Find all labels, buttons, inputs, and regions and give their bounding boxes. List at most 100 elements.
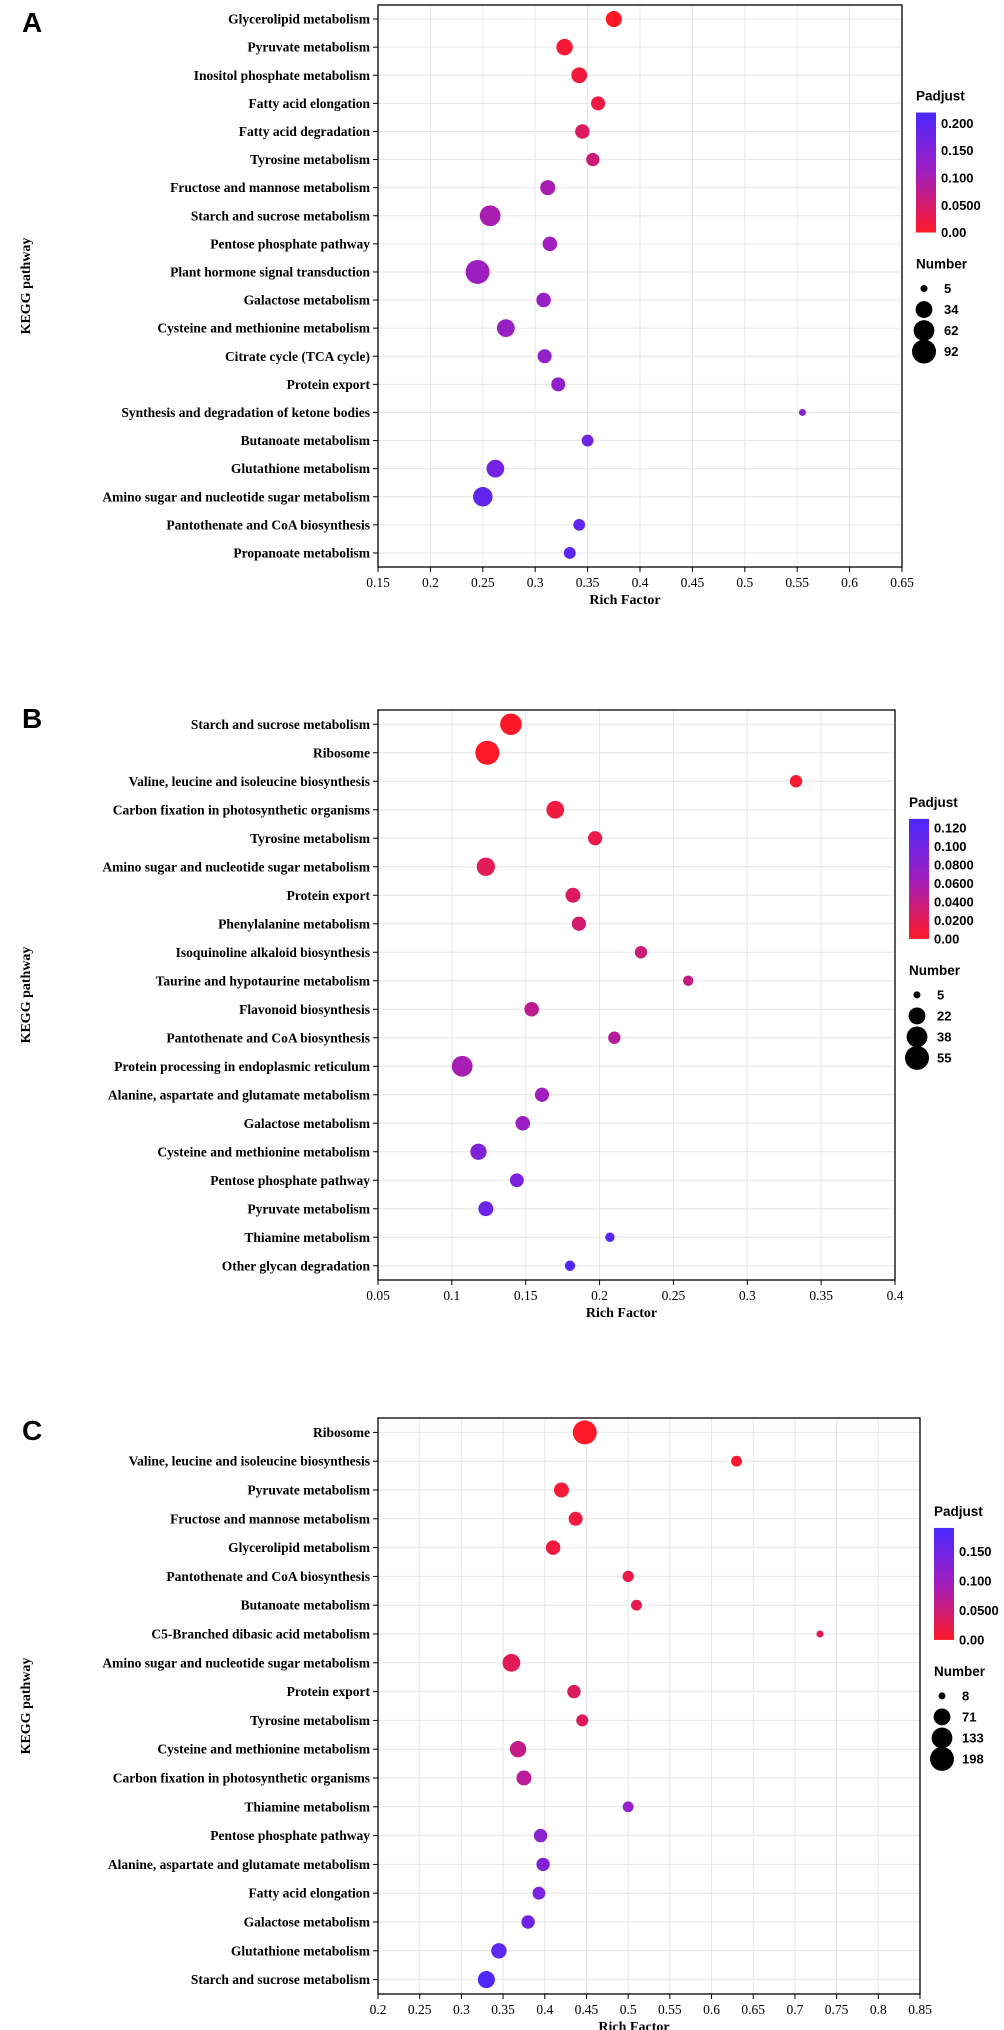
- size-legend-marker: [920, 285, 928, 293]
- pathway-label: Galactose metabolism: [244, 293, 371, 308]
- pathway-label: Other glycan degradation: [222, 1258, 371, 1273]
- color-legend-tick: 0.100: [959, 1573, 992, 1588]
- pathway-label: Isoquinoline alkaloid biosynthesis: [176, 945, 370, 960]
- size-legend-label: 22: [937, 1008, 951, 1023]
- x-tick-label: 0.25: [408, 2002, 432, 2017]
- pathway-label: Pantothenate and CoA biosynthesis: [166, 517, 370, 532]
- pathway-label: Galactose metabolism: [244, 1116, 371, 1131]
- pathway-label: Pantothenate and CoA biosynthesis: [166, 1030, 370, 1045]
- color-legend-bar: [934, 1527, 954, 1640]
- size-legend-label: 62: [944, 323, 958, 338]
- data-point: [521, 1915, 535, 1929]
- data-point: [516, 1770, 532, 1786]
- pathway-label: Tyrosine metabolism: [250, 152, 371, 167]
- pathway-label: Fatty acid elongation: [249, 96, 371, 111]
- data-point: [565, 887, 581, 903]
- pathway-label: Phenylalanine metabolism: [218, 916, 371, 931]
- x-tick-label: 0.3: [453, 2002, 470, 2017]
- data-point: [573, 518, 586, 531]
- pathway-label: Pyruvate metabolism: [247, 1483, 370, 1498]
- pathway-label: Fructose and mannose metabolism: [170, 180, 371, 195]
- pathway-label: Amino sugar and nucleotide sugar metabol…: [102, 489, 370, 504]
- data-point: [622, 1570, 634, 1583]
- data-point: [567, 1684, 581, 1699]
- data-point: [478, 1201, 494, 1217]
- legend: Padjust 0.150 0.100 0.0500 0.00 Number 8 71 133 1…: [930, 1504, 999, 1771]
- color-legend-bar: [909, 818, 929, 939]
- data-point: [479, 205, 501, 227]
- size-legend-label: 5: [944, 281, 951, 296]
- pathway-label: Tyrosine metabolism: [250, 1713, 371, 1728]
- pathway-label: Pyruvate metabolism: [247, 40, 370, 55]
- x-tick-label: 0.6: [841, 575, 858, 590]
- pathway-label: Amino sugar and nucleotide sugar metabol…: [102, 859, 370, 874]
- pathway-label: Starch and sucrose metabolism: [191, 717, 371, 732]
- color-legend-tick: 0.150: [941, 143, 974, 158]
- plot-frame: [377, 709, 896, 1281]
- x-tick-label: 0.35: [809, 1288, 833, 1303]
- color-legend-tick: 0.00: [934, 931, 959, 946]
- size-legend-title: Number: [909, 963, 961, 978]
- size-legend-label: 133: [962, 1730, 984, 1745]
- size-legend-label: 198: [962, 1751, 984, 1766]
- data-point: [591, 96, 606, 111]
- x-tick-label: 0.1: [443, 1288, 460, 1303]
- x-tick-label: 0.5: [620, 2002, 637, 2017]
- data-point: [536, 1857, 550, 1872]
- data-point: [476, 857, 495, 876]
- x-tick-label: 0.6: [703, 2002, 720, 2017]
- data-point: [586, 152, 600, 167]
- x-tick-label: 0.25: [471, 575, 495, 590]
- pathway-label: Citrate cycle (TCA cycle): [225, 349, 370, 364]
- panel-letter: B: [22, 703, 42, 734]
- panel-letter: C: [22, 1415, 42, 1446]
- pathway-label: Pentose phosphate pathway: [210, 236, 370, 251]
- size-legend-marker: [913, 320, 935, 341]
- x-axis-title: Rich Factor: [586, 1306, 657, 1321]
- pathway-label: Cysteine and methionine metabolism: [157, 1144, 370, 1159]
- pathway-label: Cysteine and methionine metabolism: [157, 1742, 370, 1757]
- size-legend-marker: [906, 1026, 928, 1048]
- color-legend-tick: 0.0200: [934, 913, 974, 928]
- pathway-label: Pentose phosphate pathway: [210, 1828, 370, 1843]
- data-point: [524, 1001, 539, 1017]
- data-point: [540, 180, 556, 196]
- size-legend-marker: [931, 1727, 953, 1749]
- data-point: [545, 1540, 561, 1555]
- x-tick-label: 0.75: [825, 2002, 849, 2017]
- data-point: [605, 10, 622, 28]
- legend: Padjust 0.200 0.150 0.100 0.0500 0.00 Number 5 3…: [912, 89, 981, 364]
- data-points: [451, 713, 803, 1271]
- data-points: [477, 1420, 824, 1989]
- pathway-label: Glycerolipid metabolism: [228, 1540, 371, 1555]
- x-tick-label: 0.45: [681, 575, 705, 590]
- data-point: [575, 124, 590, 139]
- data-point: [571, 916, 586, 931]
- color-legend-tick: 0.120: [934, 821, 967, 836]
- size-legend-label: 92: [944, 344, 958, 359]
- size-legend-marker: [912, 339, 936, 364]
- size-legend-title: Number: [916, 257, 968, 272]
- data-point: [564, 1260, 576, 1271]
- color-legend-tick: 0.0500: [941, 198, 981, 213]
- color-legend-tick: 0.0600: [934, 876, 974, 891]
- x-tick-label: 0.65: [741, 2002, 765, 2017]
- color-legend-title: Padjust: [916, 89, 965, 104]
- pathway-label: Glutathione metabolism: [231, 1943, 371, 1958]
- data-point: [532, 1886, 546, 1900]
- data-point: [683, 975, 694, 986]
- data-point: [634, 946, 648, 959]
- pathway-label: Protein processing in endoplasmic reticu…: [114, 1059, 371, 1074]
- data-point: [581, 434, 594, 447]
- size-legend-label: 5: [937, 987, 944, 1002]
- data-point: [576, 1714, 589, 1727]
- data-point: [731, 1455, 743, 1467]
- x-tick-label: 0.55: [785, 575, 809, 590]
- x-tick-label: 0.85: [908, 2002, 932, 2017]
- size-legend-label: 8: [962, 1688, 969, 1703]
- plot-frame: [377, 1417, 921, 1995]
- data-point: [500, 713, 522, 736]
- x-tick-label: 0.35: [576, 575, 600, 590]
- pathway-label: Tyrosine metabolism: [250, 831, 371, 846]
- data-point: [605, 1232, 615, 1242]
